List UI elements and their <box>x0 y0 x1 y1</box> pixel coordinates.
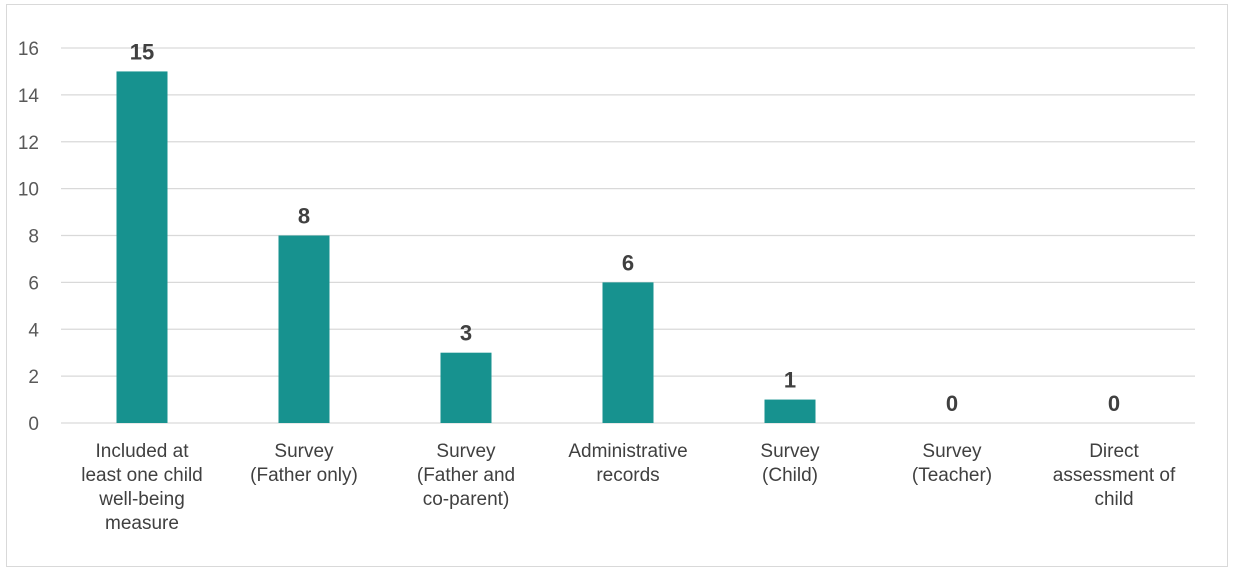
y-tick-label: 0 <box>28 414 39 435</box>
bars <box>116 71 816 423</box>
data-label: 6 <box>622 250 634 275</box>
data-label: 0 <box>1108 391 1120 416</box>
category-label: Survey (Father and co-parent) <box>417 441 515 510</box>
gridlines <box>61 47 1195 424</box>
y-tick-label: 14 <box>18 86 40 107</box>
y-tick-label: 12 <box>18 133 39 154</box>
data-labels: 15 8 3 6 1 0 0 <box>130 39 1120 416</box>
category-label: Administrative records <box>568 441 687 486</box>
data-label: 3 <box>460 321 472 346</box>
bar-2 <box>440 352 492 423</box>
bar-3 <box>602 282 654 423</box>
category-label: Survey (Teacher) <box>912 441 992 486</box>
y-tick-label: 4 <box>28 320 39 341</box>
y-tick-label: 2 <box>28 367 39 388</box>
category-label: Direct assessment of child <box>1053 441 1176 510</box>
data-label: 1 <box>784 368 796 393</box>
data-label: 0 <box>946 391 958 416</box>
data-label: 8 <box>298 204 310 229</box>
bar-4 <box>764 399 816 423</box>
bar-0 <box>116 71 168 423</box>
y-tick-label: 6 <box>28 273 39 294</box>
y-tick-label: 16 <box>18 39 39 60</box>
y-tick-label: 8 <box>28 227 39 248</box>
y-axis-ticks: 0 2 4 6 8 10 12 14 16 <box>18 39 40 435</box>
category-label: Survey (Child) <box>760 441 820 486</box>
x-axis-categories: Included at least one child well-being meas… <box>81 441 1176 534</box>
y-tick-label: 10 <box>18 180 39 201</box>
bar-1 <box>278 235 330 423</box>
data-label: 15 <box>130 39 154 64</box>
category-label: Survey (Father only) <box>250 441 358 486</box>
category-label: Included at least one child well-being meas… <box>81 441 202 534</box>
chart-frame: 0 2 4 6 8 10 12 14 16 15 8 3 6 1 0 0 Included at least … <box>6 4 1228 567</box>
